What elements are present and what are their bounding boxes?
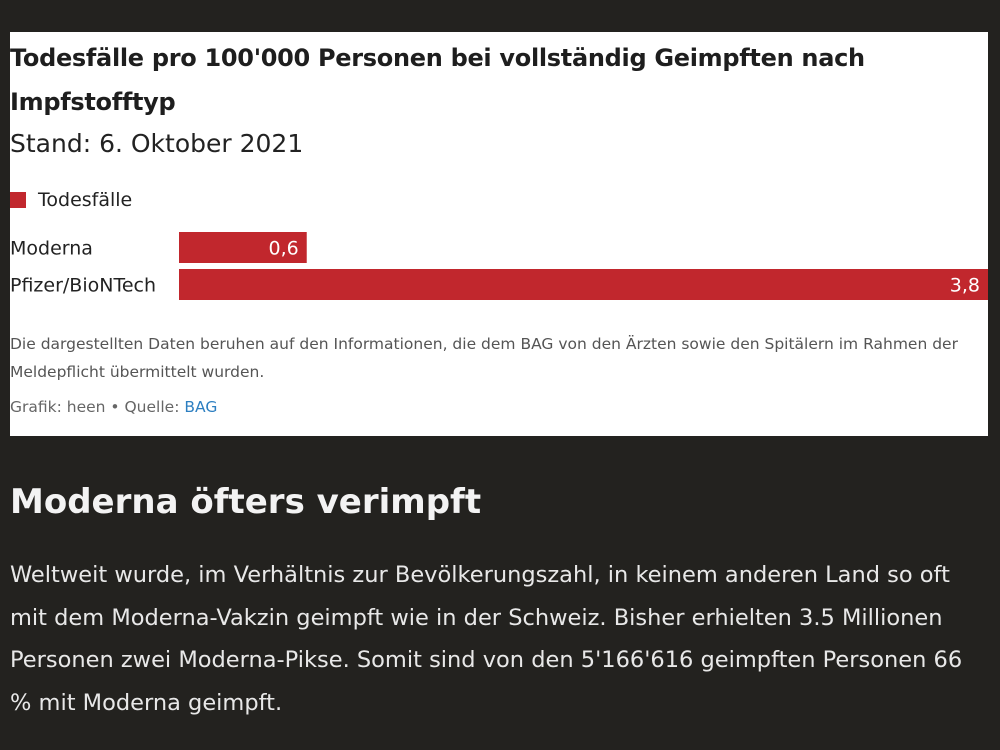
chart-card: Todesfälle pro 100'000 Personen bei voll… bbox=[10, 32, 988, 436]
legend-label: Todesfälle bbox=[38, 189, 133, 211]
chart-credit: Grafik: heen • Quelle: BAG bbox=[10, 394, 217, 420]
bar-chart: Moderna 0,6 Pfizer/BioNTech 3,8 bbox=[10, 232, 988, 300]
legend-swatch bbox=[10, 192, 26, 208]
value-label: 0,6 bbox=[269, 238, 299, 260]
article-paragraph: Weltweit wurde, im Verhältnis zur Bevölk… bbox=[10, 562, 963, 716]
chart-subtitle: Stand: 6. Oktober 2021 bbox=[10, 129, 304, 158]
chart-note: Die dargestellten Daten beruhen auf den … bbox=[10, 335, 958, 381]
article-heading: Moderna öfters verimpft bbox=[10, 482, 482, 522]
bar[interactable] bbox=[179, 269, 988, 300]
category-label: Moderna bbox=[10, 238, 93, 260]
category-label: Pfizer/BioNTech bbox=[10, 275, 156, 297]
source-link[interactable]: BAG bbox=[184, 398, 218, 416]
credit-text: Grafik: heen • Quelle: bbox=[10, 398, 185, 416]
chart-legend: Todesfälle bbox=[10, 188, 132, 212]
chart-title: Todesfälle pro 100'000 Personen bei voll… bbox=[10, 44, 865, 116]
value-label: 3,8 bbox=[950, 275, 980, 297]
bar[interactable] bbox=[179, 232, 307, 263]
